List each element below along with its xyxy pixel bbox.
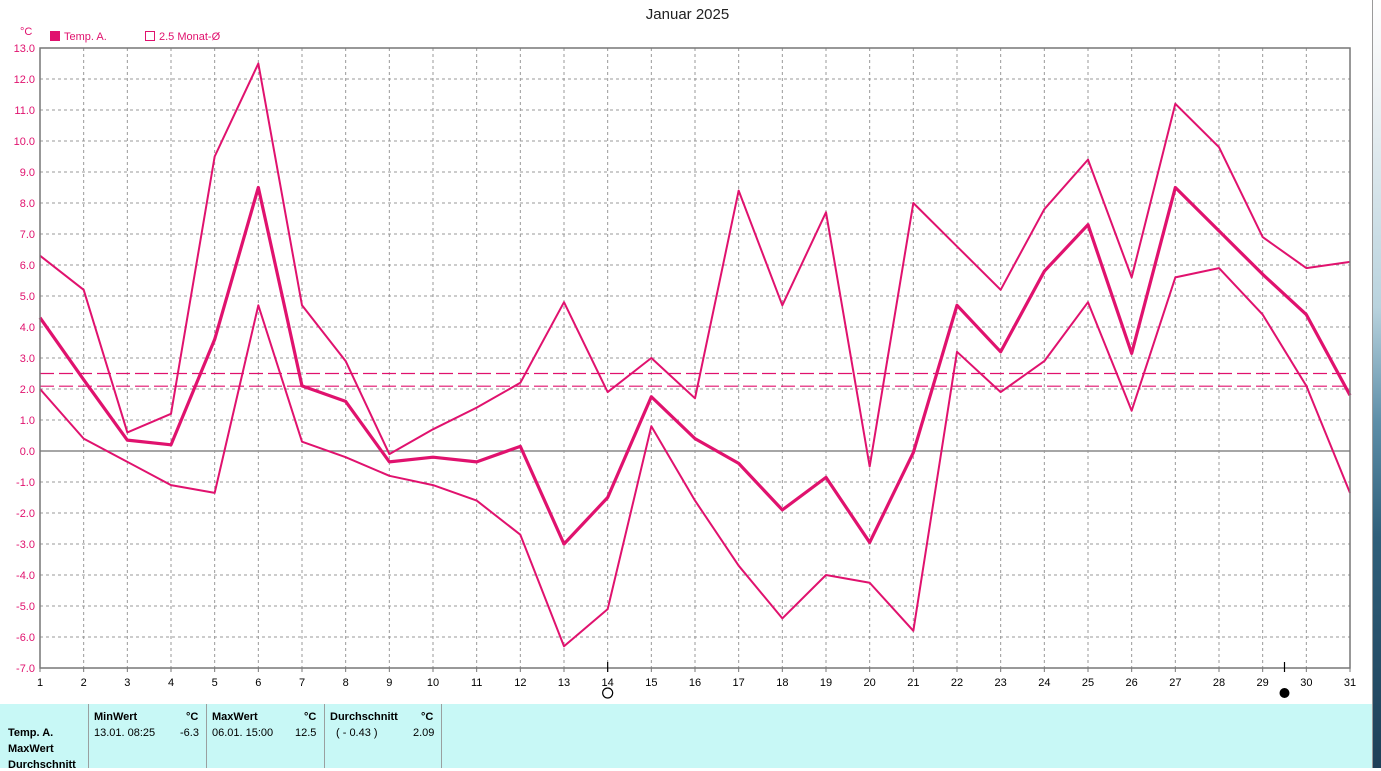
- y-tick-label: 2.0: [20, 384, 35, 396]
- y-tick-label: 1.0: [20, 415, 35, 427]
- y-tick-label: 9.0: [20, 167, 35, 179]
- stats-row-label-average: Durchschnitt: [8, 759, 76, 771]
- grid: [40, 48, 1350, 668]
- x-tick-label: 3: [124, 677, 130, 689]
- x-tick-label: 30: [1300, 677, 1312, 689]
- x-tick-label: 27: [1169, 677, 1181, 689]
- y-tick-label: 12.0: [14, 74, 35, 86]
- x-tick-label: 13: [558, 677, 570, 689]
- moon-phases: [602, 662, 1290, 699]
- x-tick-label: 26: [1126, 677, 1138, 689]
- x-tick-label: 28: [1213, 677, 1225, 689]
- y-tick-label: -6.0: [16, 632, 35, 644]
- y-tick-label: 7.0: [20, 229, 35, 241]
- y-tick-label: 6.0: [20, 260, 35, 272]
- legend-label-temp: Temp. A.: [64, 31, 107, 43]
- y-unit-label: °C: [20, 26, 33, 38]
- series-line-max: [39, 62, 1351, 468]
- stats-avg-header: Durchschnitt: [330, 711, 398, 723]
- y-tick-label: 0.0: [20, 446, 35, 458]
- x-tick-label: 18: [776, 677, 788, 689]
- x-tick-label: 1: [37, 677, 43, 689]
- y-tick-label: -7.0: [16, 663, 35, 675]
- x-tick-label: 5: [212, 677, 218, 689]
- x-tick-label: 10: [427, 677, 439, 689]
- x-tick-label: 19: [820, 677, 832, 689]
- full-moon-icon: [602, 687, 614, 699]
- stats-max-header: MaxWert: [212, 711, 258, 723]
- x-tick-label: 16: [689, 677, 701, 689]
- x-tick-label: 29: [1257, 677, 1269, 689]
- x-tick-label: 17: [733, 677, 745, 689]
- y-tick-label: 13.0: [14, 43, 35, 55]
- window-edge-strip: [1372, 0, 1381, 768]
- new-moon-icon: [1279, 688, 1290, 698]
- series-line-mean: [38, 185, 1352, 546]
- stats-divider: [88, 704, 89, 768]
- axes: 13.012.011.010.09.08.07.06.05.04.03.02.0…: [14, 43, 1357, 689]
- x-tick-label: 2: [81, 677, 87, 689]
- reference-lines: [40, 372, 1350, 387]
- x-tick-label: 12: [514, 677, 526, 689]
- x-tick-label: 23: [995, 677, 1007, 689]
- stats-avg-unit: °C: [421, 711, 434, 723]
- legend-item-monthly-average: 2.5 Monat-Ø: [145, 31, 220, 43]
- x-tick-label: 22: [951, 677, 963, 689]
- x-tick-label: 9: [386, 677, 392, 689]
- y-tick-label: -3.0: [16, 539, 35, 551]
- x-tick-label: 21: [907, 677, 919, 689]
- y-tick-label: 4.0: [20, 322, 35, 334]
- y-tick-label: 10.0: [14, 136, 35, 148]
- stats-max-datetime: 06.01. 15:00: [212, 727, 274, 739]
- stats-min-datetime: 13.01. 08:25: [94, 727, 156, 739]
- stats-min-value: -6.3: [180, 727, 199, 739]
- stats-divider: [441, 704, 442, 768]
- y-tick-label: -1.0: [16, 477, 35, 489]
- y-tick-label: 5.0: [20, 291, 35, 303]
- stats-avg-note: ( - 0.43 ): [336, 727, 378, 739]
- stats-avg-value: 2.09: [413, 727, 435, 739]
- chart-title: Januar 2025: [645, 6, 730, 23]
- series-line-min: [39, 267, 1351, 648]
- legend-item-temp: Temp. A.: [50, 31, 107, 43]
- stats-row-label-temp: Temp. A.: [8, 727, 54, 739]
- y-tick-label: -5.0: [16, 601, 35, 613]
- x-tick-label: 25: [1082, 677, 1094, 689]
- statistics-panel: Temp. A. MaxWert Durchschnitt MinWert °C…: [0, 704, 1372, 771]
- stats-max-unit: °C: [304, 711, 317, 723]
- x-tick-label: 6: [255, 677, 261, 689]
- legend-label-monthly-average: 2.5 Monat-Ø: [159, 31, 221, 43]
- stats-min-header: MinWert: [94, 711, 138, 723]
- legend-swatch-hollow: [145, 31, 155, 41]
- y-tick-label: 11.0: [14, 105, 35, 117]
- y-tick-label: -4.0: [16, 570, 35, 582]
- x-tick-label: 11: [471, 677, 482, 689]
- stats-divider: [206, 704, 207, 768]
- series-lines: [38, 62, 1352, 648]
- stats-divider: [324, 704, 325, 768]
- x-tick-label: 31: [1344, 677, 1356, 689]
- x-tick-label: 14: [602, 677, 614, 689]
- stats-min-unit: °C: [186, 711, 199, 723]
- x-tick-label: 4: [168, 677, 174, 689]
- y-tick-label: 3.0: [20, 353, 35, 365]
- stats-max-value: 12.5: [295, 727, 317, 739]
- line-chart: 13.012.011.010.09.08.07.06.05.04.03.02.0…: [14, 43, 1357, 699]
- x-tick-label: 15: [645, 677, 657, 689]
- x-tick-label: 20: [864, 677, 876, 689]
- stats-row-label-max: MaxWert: [8, 743, 54, 755]
- y-tick-label: 8.0: [20, 198, 35, 210]
- x-tick-label: 24: [1038, 677, 1050, 689]
- x-tick-label: 8: [343, 677, 349, 689]
- legend-swatch-filled: [50, 31, 60, 41]
- y-tick-label: -2.0: [16, 508, 35, 520]
- x-tick-label: 7: [299, 677, 305, 689]
